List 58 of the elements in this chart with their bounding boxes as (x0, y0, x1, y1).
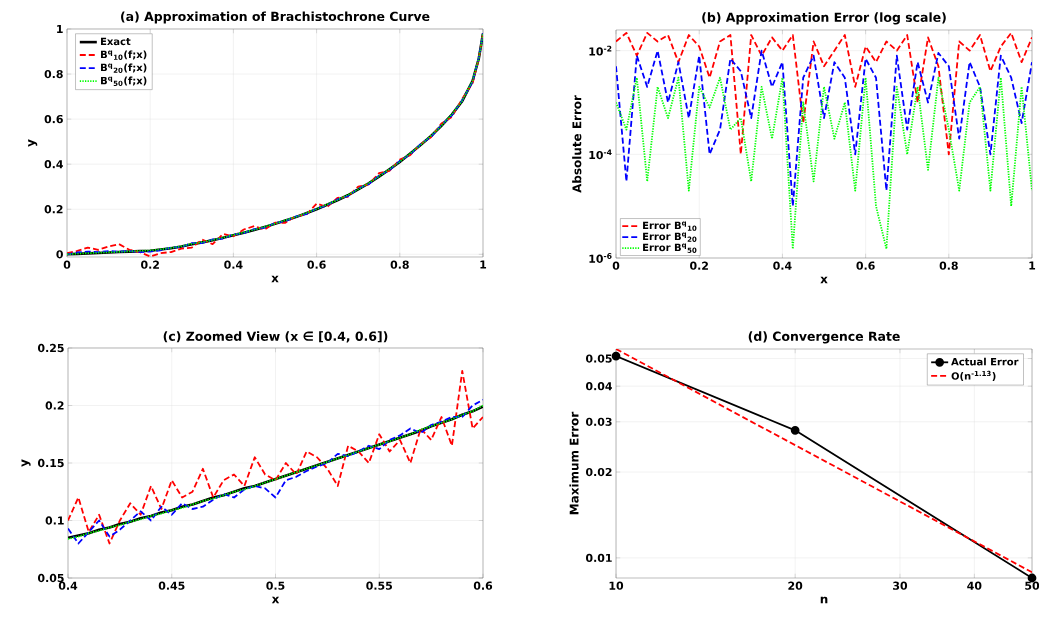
x-tick-label: 20 (788, 581, 803, 590)
x-tick-label: 0.5 (266, 581, 285, 590)
x-tick-label: 10 (609, 581, 624, 590)
legend-label: B$^{q}$$_{20}$(f;x) (101, 63, 147, 73)
y-axis-title: y (28, 139, 38, 147)
x-tick-label: 30 (893, 581, 908, 590)
chart-title: (b) Approximation Error (log scale) (702, 12, 946, 25)
legend-label: B$^{q}$$_{50}$(f;x) (101, 76, 147, 86)
x-tick-label: 0.55 (366, 581, 393, 590)
x-tick-label: 1 (1029, 261, 1036, 270)
chart-title: (a) Approximation of Brachistochrone Curve (121, 11, 430, 24)
x-tick-label: 0.2 (141, 260, 159, 269)
legend-label: Exact (101, 37, 131, 46)
y-tick-label: 0.15 (37, 458, 64, 468)
y-tick-label: 0.2 (45, 401, 64, 410)
legend-label: B$^{q}$$_{10}$(f;x) (101, 50, 147, 60)
y-tick-label: 0 (56, 250, 63, 259)
x-tick-label: 0.6 (856, 261, 875, 270)
y-tick-label: 0.03 (585, 417, 612, 426)
y-tick-label: 0.01 (585, 553, 612, 563)
x-axis-title: x (271, 275, 279, 283)
y-tick-label: 1 (57, 25, 63, 33)
x-tick-label: 1 (480, 260, 487, 269)
y-tick-label: 0.2 (44, 205, 63, 214)
x-tick-label: 0.8 (390, 260, 409, 269)
x-tick-label: 0.2 (690, 261, 708, 270)
x-tick-label: 40 (967, 581, 982, 590)
y-tick-label: 0.1 (45, 516, 64, 525)
y-tick-label: 10$^{-2}$ (589, 45, 612, 56)
x-tick-label: 0 (63, 260, 71, 269)
x-tick-label: 0.4 (224, 260, 243, 269)
y-tick-label: 0.02 (585, 467, 612, 477)
y-tick-label: 0.05 (585, 354, 612, 363)
x-tick-label: 0 (612, 261, 620, 270)
y-tick-label: 0.05 (37, 573, 64, 583)
x-tick-label: 0.4 (773, 261, 792, 270)
y-tick-label: 0.4 (44, 160, 63, 169)
x-axis-title: x (271, 596, 280, 604)
legend-label: O(n$^{-1.13}$) (951, 370, 996, 381)
x-tick-label: 0.45 (158, 581, 185, 590)
y-axis-title: y (21, 459, 31, 467)
y-tick-label: 10$^{-4}$ (589, 149, 612, 160)
y-tick-label: 0.8 (44, 69, 63, 79)
y-tick-label: 0.04 (585, 382, 612, 391)
y-axis-title: Maximum Error (569, 411, 579, 515)
x-tick-label: 0.6 (473, 581, 493, 590)
x-tick-label: 0.6 (307, 260, 326, 269)
legend-label: Actual Error (951, 357, 1019, 366)
chart-title: (c) Zoomed View (x ∈ [0.4, 0.6]) (163, 331, 388, 343)
x-tick-label: 0.8 (939, 261, 958, 270)
y-tick-label: 10$^{-6}$ (589, 253, 612, 263)
x-tick-label: 50 (1025, 581, 1039, 590)
y-axis-title: Absolute Error (572, 95, 582, 193)
x-axis-title: n (820, 596, 828, 604)
chart-title: (d) Convergence Rate (748, 331, 900, 344)
y-tick-label: 0.25 (37, 343, 64, 353)
x-axis-title: x (820, 276, 828, 284)
y-tick-label: 0.6 (44, 114, 63, 124)
